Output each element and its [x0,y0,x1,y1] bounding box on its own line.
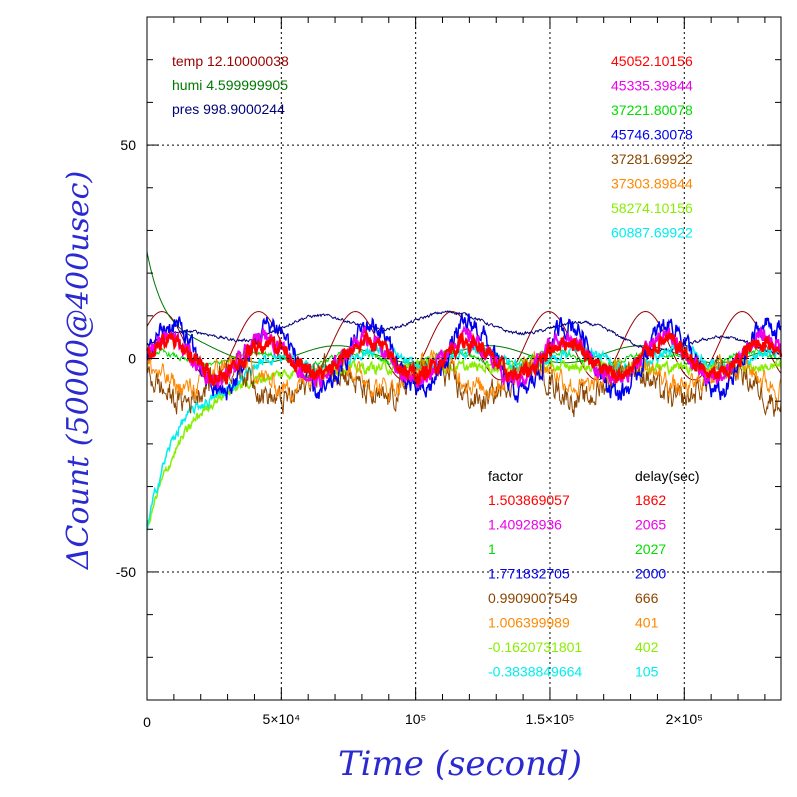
y-axis-label: ΔCount (50000@400usec) [61,171,96,570]
delay-value: 2000 [635,566,666,582]
delay-value: 105 [635,664,659,680]
series-trace-4 [146,353,782,418]
series-trace-0 [146,328,783,387]
annotations: temp 12.10000038 humi 4.599999905 pres 998… [172,53,700,680]
x-tick-label: 0 [143,714,151,730]
factor-value: 1.006399989 [488,615,570,631]
factor-header: factor [488,468,523,484]
factor-value: -0.1620731801 [488,639,582,655]
series-legend-item: 37281.69922 [611,151,693,167]
axis-ticks [147,17,781,700]
delay-value: 1862 [635,492,666,508]
delay-value: 401 [635,615,659,631]
factor-value: -0.3838849664 [488,664,582,680]
env-trace-1 [146,251,782,364]
series-legend-item: 37221.80078 [611,102,693,118]
series-trace-5 [146,349,782,406]
series-legend-item: 60887.69922 [611,225,693,241]
factor-value: 0.9909007549 [488,590,578,606]
factor-value: 1.771832705 [488,566,570,582]
series-legend-item: 37303.89844 [611,176,693,192]
grid [147,17,781,700]
delay-header: delay(sec) [635,468,700,484]
y-tick-label: 0 [128,351,136,367]
env-legend-item: pres 998.9000244 [172,101,285,117]
y-tick-label: 50 [120,137,136,153]
factor-value: 1.503869057 [488,492,570,508]
x-axis-label: Time (second) [338,744,582,784]
x-tick-label: 1.5×10⁵ [525,711,574,727]
delay-value: 666 [635,590,659,606]
x-tick-label: 2×10⁵ [666,711,703,727]
series-legend-item: 45335.39844 [611,78,693,94]
delay-value: 2027 [635,541,666,557]
series-legend-item: 45052.10156 [611,53,693,69]
env-legend-item: humi 4.599999905 [172,77,288,93]
series-traces [146,251,783,531]
series-legend-item: 58274.10156 [611,200,693,216]
tick-labels: 0 5×10⁴ 10⁵ 1.5×10⁵ 2×10⁵ -50 0 50 [116,137,703,730]
delay-value: 402 [635,639,659,655]
x-tick-label: 5×10⁴ [263,711,301,727]
y-tick-label: -50 [116,564,136,580]
x-tick-label: 10⁵ [405,711,426,727]
series-legend-item: 45746.30078 [611,127,693,143]
env-legend-item: temp 12.10000038 [172,53,289,69]
factor-value: 1 [488,541,496,557]
delay-value: 2065 [635,517,666,533]
factor-value: 1.40928936 [488,517,562,533]
